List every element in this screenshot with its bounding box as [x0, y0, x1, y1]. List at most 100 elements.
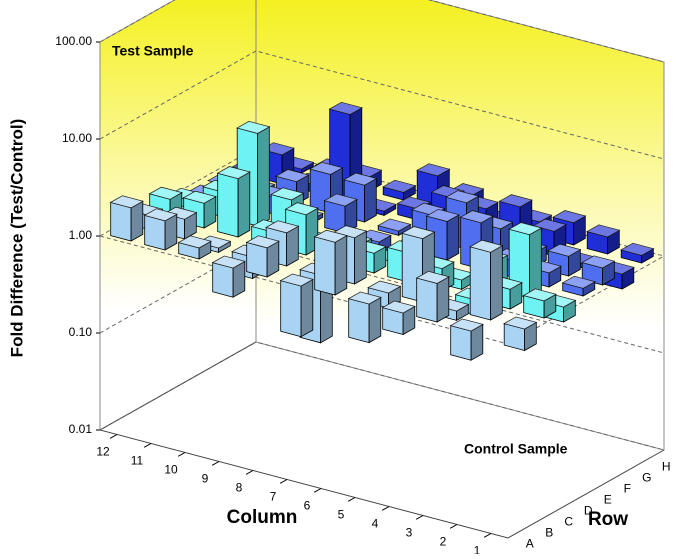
bar-top [309, 161, 344, 175]
bar-top [265, 220, 300, 234]
bar-top [381, 300, 416, 314]
bar-top [498, 194, 533, 208]
y-axis-title: Fold Difference (Test/Control) [7, 119, 26, 358]
x-tick-label: 4 [372, 517, 379, 531]
bar-top-shade [504, 317, 537, 329]
z-tick-label: C [564, 515, 573, 529]
bar [469, 239, 504, 321]
bar [522, 288, 557, 319]
bar-top [328, 101, 363, 115]
bar-top-shade [261, 142, 294, 155]
bar-top-shade [271, 187, 304, 200]
x-tick [381, 506, 390, 511]
bar-side-shade [369, 297, 381, 343]
bar-side-shade [437, 276, 449, 322]
bar-top-shade [314, 230, 347, 243]
bar-top-shade [402, 226, 435, 239]
bar-top-shade [553, 210, 586, 223]
bar-front [246, 241, 268, 278]
bar-side-shade [403, 306, 415, 335]
x-tick-label: 11 [131, 454, 144, 468]
bar-top [547, 243, 582, 257]
bar-front [217, 172, 239, 238]
bar-top-shade [587, 224, 620, 237]
bar-top-shade [582, 255, 615, 268]
bar-side-shade [447, 214, 459, 260]
bar [377, 218, 412, 237]
x-tick [415, 515, 424, 520]
x-tick-label: 12 [96, 445, 110, 459]
bar [503, 316, 538, 352]
bar-front [314, 236, 336, 296]
bar-top [586, 224, 621, 238]
bar-top-shade [285, 202, 318, 215]
bar-front [469, 246, 492, 321]
bar-top-shade [324, 194, 357, 206]
bar-top [347, 291, 382, 305]
bar-side-shade [335, 235, 347, 295]
annotation: Test Sample [112, 43, 194, 59]
bar-top [182, 190, 217, 204]
bar-side-shade [384, 204, 396, 216]
y-tick-label: 0.10 [69, 325, 93, 339]
bar-side-shade [607, 230, 620, 254]
bar-side-shade [301, 279, 313, 337]
bar-top-shade [426, 209, 459, 222]
x-tick [483, 533, 492, 538]
bar [279, 273, 314, 338]
bar-top [620, 242, 655, 256]
bar-top [275, 169, 310, 183]
bar-top-shade [383, 180, 416, 193]
bar-top-shade [417, 163, 450, 176]
bar [323, 193, 358, 234]
bar-top [163, 206, 198, 220]
x-tick-label: 3 [406, 526, 413, 540]
bar-top [552, 210, 587, 224]
bar-top [445, 190, 480, 204]
bar-side-shade [204, 196, 216, 228]
y-tick-label: 1.00 [69, 228, 93, 242]
bar-top [367, 280, 402, 294]
bar-side-shade [374, 246, 386, 273]
bar-side-shade [456, 304, 469, 321]
bar [508, 222, 543, 299]
bar-top-shade [621, 243, 654, 256]
bar-front [212, 262, 234, 298]
bar [177, 235, 212, 260]
bar [245, 235, 280, 278]
bar-top [279, 273, 314, 287]
bar-top-shade [548, 244, 581, 257]
bar-top-shade [144, 208, 177, 221]
bar-front [110, 201, 132, 242]
bar-top [581, 255, 616, 269]
bar-top [270, 187, 305, 201]
bars [109, 101, 655, 361]
bar [109, 195, 144, 242]
bar-top [313, 229, 348, 243]
bar-top-shade [237, 121, 270, 134]
bar-side-shade [184, 212, 197, 239]
bar-top [503, 316, 538, 330]
bar [586, 224, 621, 255]
bar-top [469, 239, 504, 253]
bar-front [144, 214, 166, 251]
y-tick-label: 100.00 [55, 34, 92, 48]
x-tick [245, 470, 254, 475]
bar-top-shade [368, 281, 401, 293]
bar-side-shade [257, 126, 270, 226]
bar [216, 166, 251, 238]
bar-top [323, 193, 358, 207]
bar-top [197, 235, 232, 249]
bar-top-shade [416, 271, 449, 284]
bar-front [280, 280, 302, 338]
bar-side-shade [529, 228, 542, 298]
bar [381, 300, 416, 336]
x-tick [279, 479, 288, 484]
bar-top [522, 288, 557, 302]
bar-side-shade [544, 294, 556, 318]
bar-top [532, 218, 567, 232]
bar-top [211, 255, 246, 269]
bar-top-shade [533, 219, 566, 232]
bar-side-shade [354, 231, 367, 284]
bar-side-shade [165, 214, 177, 250]
